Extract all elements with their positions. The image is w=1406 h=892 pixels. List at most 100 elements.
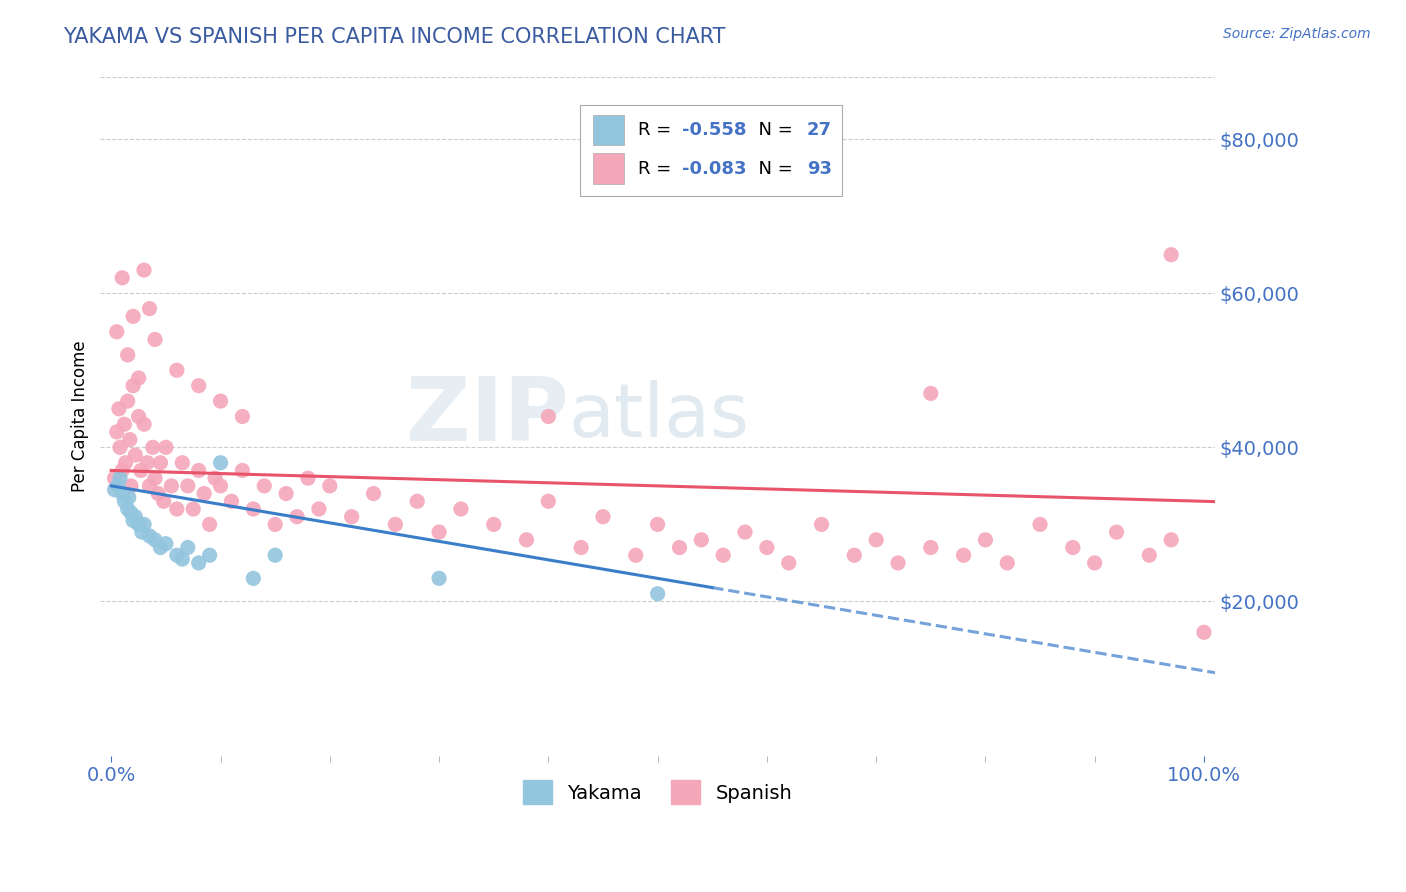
Point (887, 556, 910, 570)
Text: Source: ZipAtlas.com: Source: ZipAtlas.com (1223, 27, 1371, 41)
Point (120, 506, 142, 520)
Legend: Yakama, Spanish: Yakama, Spanish (513, 771, 803, 814)
Text: YAKAMA VS SPANISH PER CAPITA INCOME CORRELATION CHART: YAKAMA VS SPANISH PER CAPITA INCOME CORR… (63, 27, 725, 46)
Point (711, 548, 734, 562)
Point (118, 433, 141, 447)
Point (569, 541, 592, 555)
Point (138, 529, 160, 543)
Point (810, 517, 832, 532)
Point (308, 502, 330, 516)
Point (952, 548, 974, 562)
Point (920, 386, 942, 401)
Point (149, 541, 172, 555)
Point (450, 502, 472, 516)
Point (537, 494, 560, 508)
Point (187, 556, 209, 570)
Text: -0.083: -0.083 (682, 160, 747, 178)
Point (114, 456, 136, 470)
Point (690, 533, 713, 547)
Point (124, 448, 146, 462)
Point (136, 456, 159, 470)
Point (142, 441, 165, 455)
Text: atlas: atlas (568, 380, 749, 453)
Point (108, 401, 131, 416)
Point (155, 536, 177, 550)
Point (124, 509, 146, 524)
Point (427, 571, 450, 585)
Point (112, 494, 135, 508)
Point (108, 441, 131, 455)
Point (974, 533, 997, 547)
Point (177, 541, 200, 555)
Point (138, 479, 160, 493)
Point (149, 456, 172, 470)
Point (117, 502, 139, 516)
Point (647, 587, 669, 601)
Point (152, 494, 174, 508)
Point (264, 517, 287, 532)
Point (274, 486, 297, 500)
Point (103, 471, 125, 485)
Point (108, 471, 131, 485)
Point (1062, 541, 1084, 555)
Point (995, 556, 1018, 570)
Point (143, 471, 166, 485)
Point (592, 509, 614, 524)
Point (111, 270, 134, 285)
Point (340, 509, 363, 524)
Point (1137, 548, 1160, 562)
Point (624, 548, 647, 562)
Point (128, 517, 150, 532)
Point (181, 502, 204, 516)
Point (384, 517, 406, 532)
Point (131, 525, 153, 540)
Point (122, 514, 145, 528)
Point (198, 548, 221, 562)
Point (297, 471, 319, 485)
Point (778, 556, 800, 570)
Point (128, 371, 150, 385)
Point (209, 394, 232, 409)
Point (515, 533, 537, 547)
Point (285, 509, 308, 524)
Point (120, 479, 142, 493)
Point (117, 348, 139, 362)
Point (132, 263, 155, 277)
Point (537, 409, 560, 424)
Text: 93: 93 (807, 160, 832, 178)
Point (155, 441, 177, 455)
Point (118, 491, 141, 505)
Point (209, 479, 232, 493)
Text: R =: R = (637, 160, 676, 178)
Point (1192, 625, 1215, 640)
Text: ZIP: ZIP (406, 373, 568, 460)
Point (177, 479, 200, 493)
Point (187, 378, 209, 392)
Point (844, 548, 866, 562)
Point (231, 463, 253, 477)
Point (231, 409, 253, 424)
Point (122, 378, 145, 392)
Point (105, 325, 128, 339)
Point (668, 541, 690, 555)
Point (187, 463, 209, 477)
Point (319, 479, 342, 493)
Text: R =: R = (637, 121, 676, 139)
Point (132, 417, 155, 432)
Point (166, 363, 188, 377)
Point (242, 502, 264, 516)
Point (111, 463, 134, 477)
Bar (593, 115, 624, 145)
Point (103, 483, 125, 497)
Point (172, 552, 194, 566)
Point (242, 571, 264, 585)
Point (1084, 556, 1107, 570)
Point (107, 479, 129, 493)
Point (143, 333, 166, 347)
FancyBboxPatch shape (579, 104, 842, 196)
Point (221, 494, 243, 508)
Point (160, 479, 183, 493)
Point (264, 548, 287, 562)
Text: N =: N = (747, 160, 799, 178)
Point (1029, 517, 1052, 532)
